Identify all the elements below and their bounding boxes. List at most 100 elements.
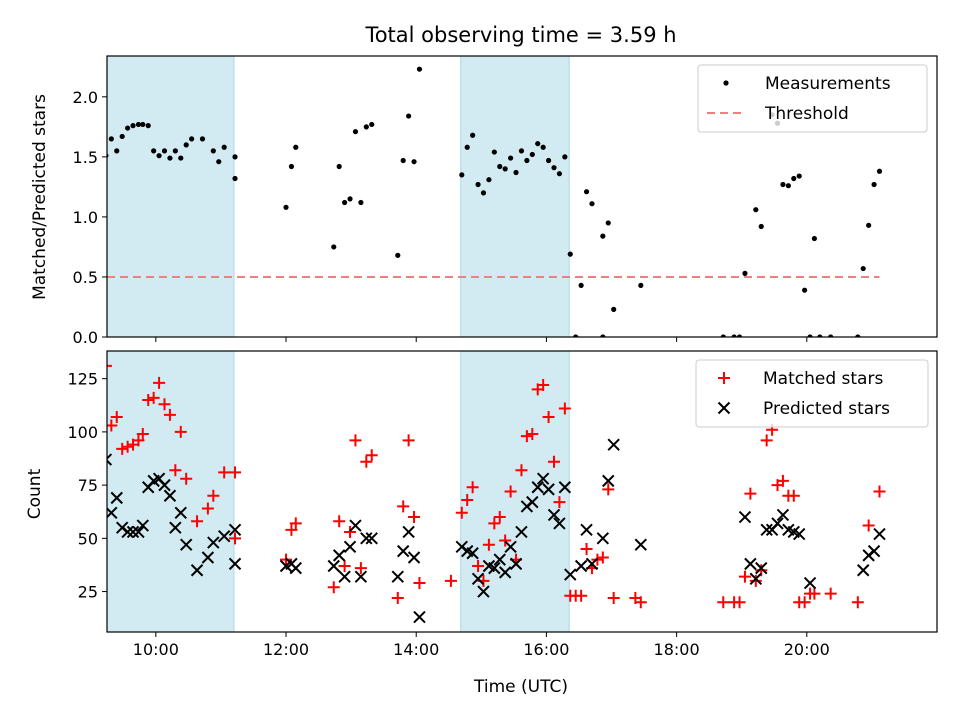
predicted-stars-point — [349, 519, 362, 532]
predicted-stars-point — [136, 519, 150, 532]
matched-stars-point — [776, 474, 789, 487]
predicted-stars-point — [327, 559, 340, 573]
matched-stars-point — [634, 596, 647, 609]
matched-stars-point — [602, 483, 615, 496]
matched-stars-point — [110, 410, 123, 423]
matched-stars-point — [121, 440, 134, 453]
shaded-interval-1 — [106, 350, 235, 633]
legend-label: Predicted stars — [763, 399, 890, 419]
predicted-stars-point — [749, 572, 763, 585]
plot-frame — [106, 55, 938, 338]
measurements-point — [151, 148, 157, 154]
predicted-stars-point — [407, 551, 421, 564]
predicted-stars-point — [498, 566, 512, 579]
measurements-point — [611, 306, 617, 312]
predicted-stars-point — [228, 523, 242, 537]
predicted-stars-point — [477, 585, 490, 598]
measurements-point — [172, 148, 178, 154]
matched-stars-point — [229, 466, 242, 479]
matched-stars-point — [229, 532, 242, 545]
predicted-stars-point — [402, 525, 415, 539]
predicted-stars-point — [542, 483, 555, 496]
matched-stars-point — [824, 587, 837, 600]
matched-stars-point — [760, 434, 773, 447]
measurements-point — [802, 287, 808, 293]
measurements-point — [331, 244, 337, 250]
matched-stars-point — [466, 481, 479, 494]
measurements-point — [518, 148, 525, 154]
predicted-stars-point — [207, 536, 220, 549]
matched-stars-point — [444, 574, 457, 587]
measurements-point — [600, 334, 606, 337]
measurements-point — [156, 153, 162, 159]
legend-label: Threshold — [764, 104, 849, 124]
predicted-stars-point — [488, 561, 501, 575]
matched-stars-point — [169, 464, 182, 477]
measurements-point — [464, 144, 470, 150]
measurements-point — [216, 159, 222, 165]
measurements-point — [114, 148, 120, 154]
matched-stars-point — [147, 391, 160, 404]
matched-stars-point — [482, 538, 495, 551]
matched-stars-point — [472, 560, 485, 573]
predicted-stars-point — [776, 508, 790, 522]
predicted-stars-point — [803, 576, 817, 590]
measurements-point — [411, 159, 417, 165]
measurements-point — [470, 132, 476, 138]
predicted-stars-point — [107, 453, 113, 466]
measurements-point — [791, 175, 797, 182]
measurements-point — [855, 334, 861, 337]
measurements-point — [605, 220, 611, 226]
measurements-point — [491, 149, 497, 155]
matched-stars-point — [174, 425, 187, 438]
matched-stars-point — [526, 428, 539, 441]
predicted-stars-point — [607, 438, 620, 451]
legend-box — [695, 359, 929, 428]
predicted-stars-point — [760, 523, 773, 537]
predicted-stars-point — [585, 557, 599, 571]
y-tick-label: 1.0 — [73, 208, 98, 227]
matched-stars-point — [596, 551, 609, 564]
y-tick-label: 0.5 — [73, 268, 98, 287]
measurements-point — [817, 334, 823, 337]
predicted-stars-point — [793, 527, 806, 541]
measurements-point — [395, 252, 401, 258]
matched-stars-point — [787, 489, 800, 502]
predicted-stars-point — [504, 540, 517, 554]
measurements-point — [288, 163, 295, 170]
matched-stars-point — [504, 485, 517, 498]
x-tick-label: 20:00 — [784, 640, 830, 659]
matched-stars-point — [455, 506, 468, 519]
legend-marker — [717, 401, 731, 415]
measurements-point — [780, 181, 786, 188]
measurements-point — [167, 155, 173, 161]
measurements-point — [189, 136, 195, 142]
predicted-stars-point — [396, 544, 410, 558]
matched-stars-point — [851, 596, 864, 609]
matched-stars-point — [553, 496, 566, 509]
x-tick-label: 16:00 — [523, 640, 569, 659]
predicted-stars-point — [365, 532, 378, 545]
matched-stars-point — [397, 500, 410, 513]
matched-stars-point — [499, 534, 512, 547]
x-axis-label: Time (UTC) — [473, 677, 568, 697]
measurements-point — [406, 113, 412, 119]
plot-frame — [106, 350, 938, 633]
measurements-point — [178, 155, 184, 161]
measurements-point — [828, 334, 834, 337]
measurements-point — [736, 334, 743, 337]
matched-stars-point — [738, 570, 751, 583]
measurements-point — [135, 121, 142, 128]
measurements-point — [161, 148, 168, 154]
predicted-stars-point — [110, 491, 123, 505]
matched-stars-point — [344, 525, 357, 538]
shaded-interval-2 — [460, 55, 570, 338]
matched-stars-point — [749, 574, 762, 587]
predicted-stars-point — [493, 553, 506, 566]
legend-marker — [723, 80, 729, 86]
y-tick-label: 2.0 — [73, 88, 98, 107]
predicted-stars-point — [201, 551, 215, 564]
measurements-point — [108, 136, 114, 142]
matched-stars-point — [158, 398, 171, 411]
matched-stars-point — [520, 430, 533, 443]
